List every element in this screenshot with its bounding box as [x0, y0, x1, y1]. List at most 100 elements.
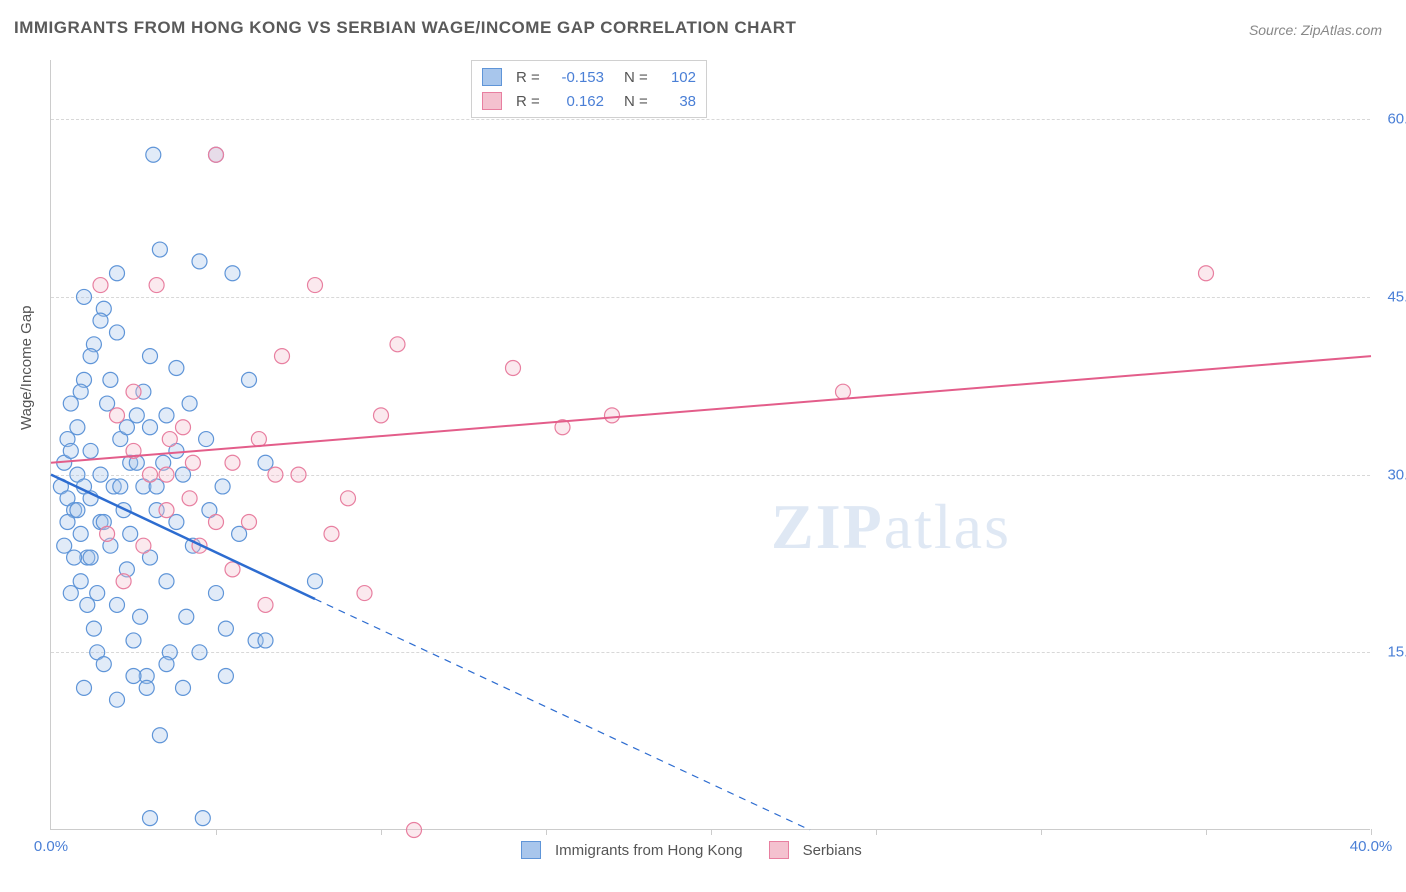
data-point	[136, 538, 151, 553]
data-point	[225, 455, 240, 470]
data-point	[159, 408, 174, 423]
legend-item: Immigrants from Hong Kong	[521, 841, 743, 859]
x-tick-label: 40.0%	[1350, 838, 1393, 855]
x-tick-mark	[876, 829, 877, 835]
plot-area: ZIPatlas 15.0%30.0%45.0%60.0%0.0%40.0% R…	[50, 60, 1370, 830]
data-point	[73, 384, 88, 399]
data-point	[110, 408, 125, 423]
data-point	[123, 526, 138, 541]
data-point	[209, 147, 224, 162]
data-point	[242, 515, 257, 530]
data-point	[215, 479, 230, 494]
n-label: N =	[624, 69, 652, 86]
correlation-legend: R = -0.153 N = 102 R =0.162N =38	[471, 60, 707, 118]
data-point	[70, 420, 85, 435]
data-point	[176, 680, 191, 695]
legend-swatch	[769, 841, 789, 859]
data-point	[258, 597, 273, 612]
r-value: 0.162	[550, 93, 604, 110]
y-tick-label: 30.0%	[1387, 466, 1406, 483]
data-point	[218, 669, 233, 684]
data-point	[126, 384, 141, 399]
data-point	[506, 361, 521, 376]
data-point	[268, 467, 283, 482]
data-point	[324, 526, 339, 541]
data-point	[63, 443, 78, 458]
legend-swatch	[482, 68, 502, 86]
data-point	[86, 621, 101, 636]
y-tick-label: 60.0%	[1387, 111, 1406, 128]
data-point	[308, 574, 323, 589]
data-point	[169, 361, 184, 376]
data-point	[152, 728, 167, 743]
source-label: Source: ZipAtlas.com	[1249, 22, 1382, 38]
data-point	[100, 526, 115, 541]
data-point	[110, 597, 125, 612]
data-point	[70, 503, 85, 518]
legend-swatch	[482, 92, 502, 110]
data-point	[357, 586, 372, 601]
chart-title: IMMIGRANTS FROM HONG KONG VS SERBIAN WAG…	[14, 18, 796, 38]
data-point	[407, 823, 422, 838]
data-point	[126, 633, 141, 648]
data-point	[275, 349, 290, 364]
data-point	[80, 597, 95, 612]
data-point	[291, 467, 306, 482]
x-tick-mark	[381, 829, 382, 835]
data-point	[179, 609, 194, 624]
data-point	[143, 420, 158, 435]
data-point	[162, 432, 177, 447]
x-tick-mark	[1371, 829, 1372, 835]
data-point	[605, 408, 620, 423]
data-point	[199, 432, 214, 447]
data-point	[143, 467, 158, 482]
data-point	[116, 574, 131, 589]
n-value: 102	[660, 69, 696, 86]
legend-item: Serbians	[769, 841, 862, 859]
data-point	[159, 657, 174, 672]
data-point	[103, 372, 118, 387]
data-point	[96, 657, 111, 672]
legend-label: Serbians	[803, 842, 862, 859]
data-point	[93, 467, 108, 482]
data-point	[110, 325, 125, 340]
data-point	[374, 408, 389, 423]
data-point	[77, 289, 92, 304]
y-tick-label: 45.0%	[1387, 288, 1406, 305]
data-point	[209, 515, 224, 530]
data-point	[126, 669, 141, 684]
data-point	[73, 574, 88, 589]
r-value: -0.153	[550, 69, 604, 86]
r-label: R =	[516, 69, 542, 86]
data-point	[152, 242, 167, 257]
x-tick-mark	[546, 829, 547, 835]
data-point	[159, 574, 174, 589]
data-point	[185, 455, 200, 470]
legend-row: R = -0.153 N = 102	[482, 65, 696, 89]
data-point	[143, 811, 158, 826]
data-point	[225, 562, 240, 577]
trend-line	[51, 475, 315, 599]
data-point	[57, 538, 72, 553]
data-point	[146, 147, 161, 162]
legend-row: R =0.162N =38	[482, 89, 696, 113]
data-point	[192, 645, 207, 660]
data-point	[308, 278, 323, 293]
data-point	[113, 479, 128, 494]
data-point	[139, 680, 154, 695]
data-point	[225, 266, 240, 281]
n-value: 38	[660, 93, 696, 110]
scatter-svg	[51, 60, 1370, 829]
chart-container: IMMIGRANTS FROM HONG KONG VS SERBIAN WAG…	[0, 0, 1406, 892]
data-point	[110, 266, 125, 281]
data-point	[159, 503, 174, 518]
x-tick-mark	[1041, 829, 1042, 835]
data-point	[182, 491, 197, 506]
data-point	[182, 396, 197, 411]
data-point	[209, 586, 224, 601]
data-point	[218, 621, 233, 636]
x-tick-mark	[711, 829, 712, 835]
data-point	[341, 491, 356, 506]
data-point	[83, 550, 98, 565]
y-axis-label: Wage/Income Gap	[18, 305, 35, 430]
